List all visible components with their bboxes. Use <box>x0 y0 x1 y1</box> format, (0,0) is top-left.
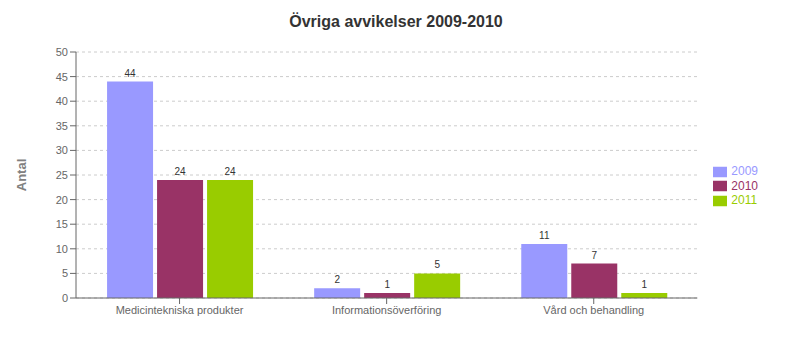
svg-text:Vård och behandling: Vård och behandling <box>543 304 644 316</box>
svg-text:0: 0 <box>62 292 68 304</box>
svg-text:24: 24 <box>225 166 237 177</box>
svg-text:1: 1 <box>384 279 390 290</box>
svg-text:50: 50 <box>56 46 68 58</box>
svg-text:Informationsöverföring: Informationsöverföring <box>332 304 441 316</box>
svg-text:10: 10 <box>56 243 68 255</box>
svg-text:35: 35 <box>56 120 68 132</box>
svg-text:15: 15 <box>56 218 68 230</box>
html-text:2011: 2011 <box>731 193 758 208</box>
html-text:Övriga avvikelser 2009-2010: Övriga avvikelser 2009-2010 <box>289 13 503 30</box>
svg-text:24: 24 <box>175 166 187 177</box>
svg-text:7: 7 <box>591 250 597 261</box>
svg-text:Medicintekniska produkter: Medicintekniska produkter <box>116 304 244 316</box>
svg-text:2: 2 <box>334 274 340 285</box>
svg-text:44: 44 <box>125 68 137 79</box>
svg-text:25: 25 <box>56 169 68 181</box>
svg-text:5: 5 <box>434 259 440 270</box>
svg-text:40: 40 <box>56 95 68 107</box>
svg-text:30: 30 <box>56 144 68 156</box>
svg-text:11: 11 <box>539 230 550 241</box>
svg-text:20: 20 <box>56 194 68 206</box>
html-text:2009: 2009 <box>731 163 758 178</box>
svg-text:1: 1 <box>641 279 647 290</box>
svg-text:Antal: Antal <box>14 159 29 192</box>
html-text:2010: 2010 <box>731 178 758 193</box>
svg-text:45: 45 <box>56 71 68 83</box>
svg-text:5: 5 <box>62 267 68 279</box>
